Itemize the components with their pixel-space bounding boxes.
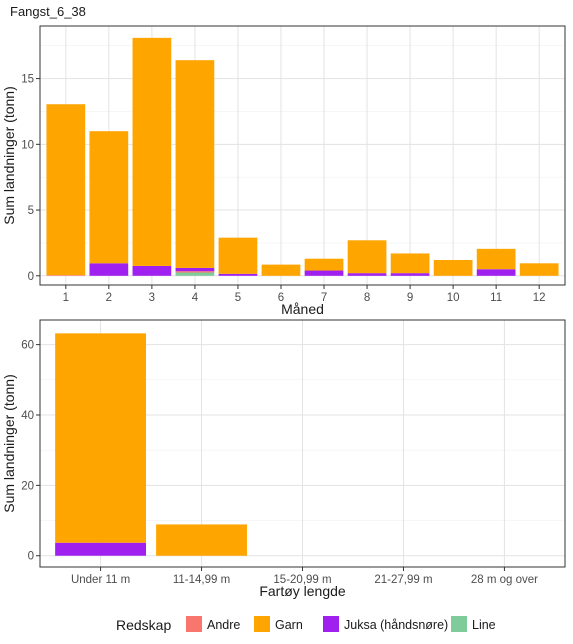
y-axis-label: Sum landninger (tonn) bbox=[1, 86, 17, 225]
legend-swatch bbox=[254, 616, 270, 632]
figure-title: Fangst_6_38 bbox=[10, 4, 86, 19]
y-tick-label: 40 bbox=[21, 410, 34, 422]
x-tick-label: 12 bbox=[533, 292, 546, 304]
x-tick-label: 6 bbox=[278, 292, 284, 304]
bar-segment bbox=[476, 269, 516, 276]
bar-segment bbox=[175, 271, 215, 273]
legend-label: Line bbox=[472, 618, 496, 632]
bar-segment bbox=[390, 273, 430, 276]
x-tick-label: 11 bbox=[490, 292, 502, 304]
x-tick-label: 3 bbox=[149, 292, 155, 304]
bar-segment bbox=[132, 37, 172, 266]
bar-segment bbox=[261, 264, 301, 276]
bar-segment bbox=[156, 524, 247, 556]
bar-segment bbox=[347, 273, 387, 276]
x-tick-label: 5 bbox=[235, 292, 241, 304]
bar-segment bbox=[175, 267, 215, 272]
y-tick-label: 0 bbox=[28, 551, 34, 563]
x-tick-label: 28 m og over bbox=[471, 574, 538, 586]
legend-label: Andre bbox=[207, 618, 240, 632]
y-tick-label: 10 bbox=[21, 139, 34, 151]
bar-segment bbox=[433, 260, 473, 276]
y-tick-label: 60 bbox=[21, 340, 34, 352]
x-tick-label: 4 bbox=[192, 292, 199, 304]
bar-segment bbox=[304, 270, 344, 276]
y-tick-label: 5 bbox=[28, 205, 34, 217]
x-tick-label: Under 11 m bbox=[71, 574, 130, 586]
bar-segment bbox=[519, 263, 559, 276]
bar-segment bbox=[476, 248, 516, 270]
legend: Redskap Andre Garn Juksa (håndsnøre) Line bbox=[116, 616, 496, 633]
bar-segment bbox=[175, 60, 215, 268]
y-tick-label: 20 bbox=[21, 480, 34, 492]
bar-segment bbox=[347, 240, 387, 274]
bar-segment bbox=[46, 275, 86, 276]
x-tick-label: 9 bbox=[407, 292, 413, 304]
legend-swatch bbox=[186, 616, 202, 632]
x-tick-label: 7 bbox=[321, 292, 327, 304]
legend-label: Juksa (håndsnøre) bbox=[344, 618, 448, 632]
y-axis-label: Sum landninger (tonn) bbox=[1, 374, 17, 513]
bar-segment bbox=[175, 272, 215, 276]
x-tick-label: 1 bbox=[63, 292, 69, 304]
x-tick-label: 11-14,99 m bbox=[173, 574, 230, 586]
bar-segment bbox=[89, 263, 129, 276]
y-tick-label: 0 bbox=[28, 271, 34, 283]
x-axis-label: Fartøy lengde bbox=[259, 583, 346, 599]
x-tick-label: 2 bbox=[106, 292, 112, 304]
x-tick-label: 15-20,99 m bbox=[273, 574, 331, 586]
bar-segment bbox=[55, 542, 147, 556]
bar-segment bbox=[390, 253, 430, 274]
bar-segment bbox=[218, 273, 258, 276]
bar-segment bbox=[218, 237, 258, 274]
bar-segment bbox=[304, 258, 344, 271]
bar-segment bbox=[132, 265, 172, 276]
vessel-length-chart: 0 20 40 60 Under 11 m 11-14,99 m 15-20,99 m 21-… bbox=[1, 319, 566, 599]
bar-segment bbox=[89, 131, 129, 264]
x-tick-label: 8 bbox=[364, 292, 370, 304]
bar-segment bbox=[46, 104, 86, 276]
legend-label: Garn bbox=[275, 618, 303, 632]
x-axis-label: Måned bbox=[281, 301, 324, 317]
x-tick-label: 21-27,99 m bbox=[374, 574, 432, 586]
legend-swatch bbox=[451, 616, 467, 632]
y-tick-label: 15 bbox=[21, 74, 34, 86]
legend-title: Redskap bbox=[116, 617, 171, 633]
legend-swatch bbox=[323, 616, 339, 632]
bar-segment bbox=[55, 333, 147, 543]
x-tick-label: 10 bbox=[447, 292, 460, 304]
plot-border bbox=[39, 25, 566, 286]
